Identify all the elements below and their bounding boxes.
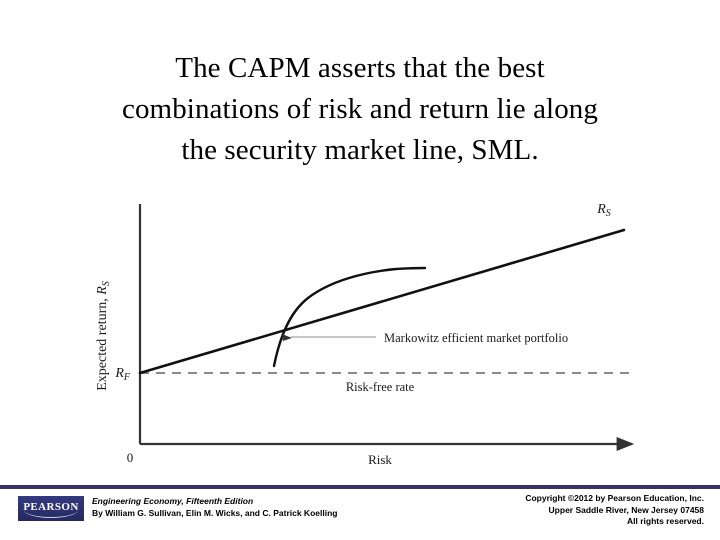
copyright-line-2: Upper Saddle River, New Jersey 07458	[548, 504, 704, 515]
risk-free-rate-label: Risk-free rate	[346, 380, 415, 394]
title-line-2: combinations of risk and return lie alon…	[121, 93, 599, 125]
copyright-line-1: Copyright ©2012 by Pearson Education, In…	[525, 493, 704, 503]
origin-label: 0	[127, 450, 134, 465]
copyright-block: Copyright ©2012 by Pearson Education, In…	[374, 493, 704, 528]
security-market-line	[138, 228, 626, 375]
y-axis-label: Expected return, RS	[95, 281, 112, 391]
book-title: Engineering Economy, Fifteenth Edition	[92, 496, 254, 506]
footer-divider	[0, 485, 720, 489]
pearson-logo: PEARSON	[18, 496, 84, 521]
markowitz-label: Markowitz efficient market portfolio	[384, 331, 568, 345]
chart-svg: RS RF Markowitz efficient market portfol…	[95, 202, 635, 467]
title-line-1: The CAPM asserts that the best	[175, 52, 545, 84]
risk-free-intercept-label: RF	[114, 366, 131, 383]
markowitz-efficient-frontier-curve	[272, 266, 427, 368]
copyright-line-3: All rights reserved.	[626, 516, 704, 526]
markowitz-leader-arrow-icon	[282, 334, 292, 341]
capm-sml-chart: RS RF Markowitz efficient market portfol…	[84, 186, 654, 476]
pearson-swoosh-icon	[24, 510, 78, 518]
book-credit: Engineering Economy, Fifteenth Edition B…	[92, 495, 442, 519]
title-line-3: the security market line, SML.	[181, 134, 539, 166]
sml-end-label: RS	[596, 202, 611, 219]
pearson-logo-text: PEARSON	[23, 500, 79, 513]
book-authors: By William G. Sullivan, Elin M. Wicks, a…	[92, 508, 338, 518]
page-title: The CAPM asserts that the best combinati…	[36, 48, 684, 171]
x-axis-label: Risk	[368, 452, 392, 467]
